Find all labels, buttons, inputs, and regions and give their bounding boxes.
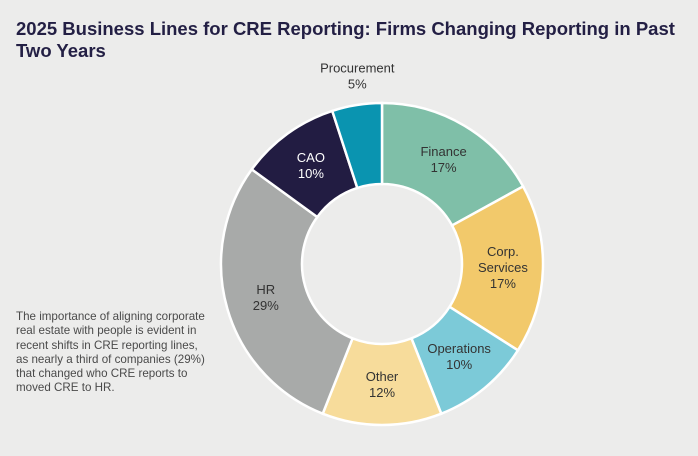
- data-label-line: Services: [478, 260, 528, 275]
- data-label-line: 10%: [298, 166, 324, 181]
- data-label: Operations 10%: [427, 341, 491, 372]
- data-label: Corp. Services 17%: [478, 244, 528, 291]
- data-label: Other 12%: [366, 369, 399, 400]
- slice-hr: [219, 167, 355, 416]
- data-label-line: 17%: [431, 160, 457, 175]
- data-label-line: Procurement: [320, 60, 395, 75]
- data-label-line: Corp.: [487, 244, 519, 259]
- slice-procurement: [330, 101, 384, 190]
- data-label-line: CAO: [297, 150, 325, 165]
- data-label-line: 29%: [253, 298, 279, 313]
- slice-corp-services: [447, 184, 545, 352]
- data-label-line: Finance: [420, 144, 466, 159]
- data-label-line: 12%: [369, 385, 395, 400]
- data-label-line: 17%: [490, 276, 516, 291]
- data-label-line: 10%: [446, 357, 472, 372]
- chart-title: 2025 Business Lines for CRE Reporting: F…: [16, 18, 675, 61]
- data-label: CAO 10%: [297, 150, 325, 181]
- data-label-line: HR: [256, 282, 275, 297]
- data-label-line: 5%: [348, 76, 367, 91]
- data-label: Procurement 5%: [320, 60, 395, 91]
- annotation-text: The importance of aligning corporate rea…: [16, 310, 205, 395]
- data-label: HR 29%: [253, 282, 279, 313]
- slice-finance: [380, 101, 525, 228]
- data-label-line: Operations: [427, 341, 491, 356]
- data-label: Finance 17%: [420, 144, 466, 175]
- data-label-line: Other: [366, 369, 399, 384]
